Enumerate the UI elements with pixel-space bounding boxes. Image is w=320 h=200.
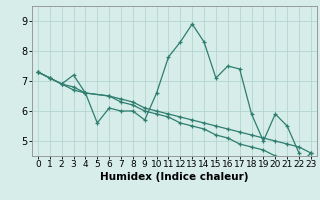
X-axis label: Humidex (Indice chaleur): Humidex (Indice chaleur) bbox=[100, 172, 249, 182]
